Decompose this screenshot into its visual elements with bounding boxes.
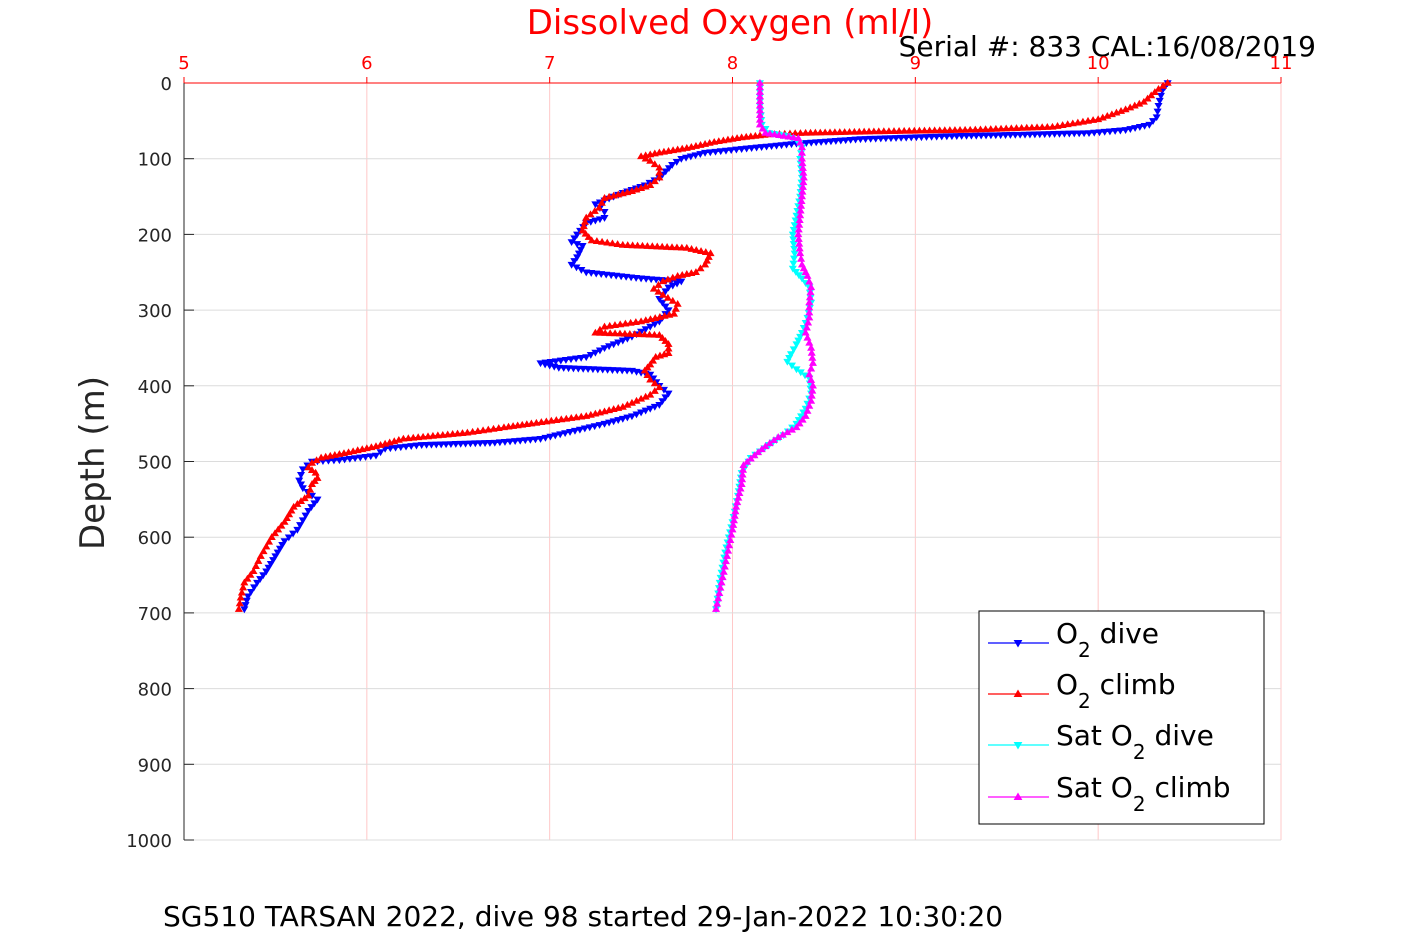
legend-entry: O2 climb [1056,668,1176,713]
legend-label-prefix: O [1056,668,1078,701]
x-tick-label: 11 [1270,53,1293,74]
legend-label-suffix: climb [1091,668,1176,701]
y-tick-label: 300 [138,301,172,322]
legend-swatch-marker [1013,689,1023,697]
legend-label-prefix: O [1056,617,1078,650]
y-tick-label: 500 [138,453,172,474]
series-1 [234,78,1172,612]
series-markers [234,78,1172,612]
x-tick-label: 10 [1087,53,1110,74]
y-tick-label: 200 [138,225,172,246]
y-tick-label: 700 [138,604,172,625]
x-tick-label: 5 [178,53,189,74]
legend-swatch-marker [1013,742,1023,750]
axes: 5 6 7 8 9 10 11 0 100 200 300 400 500 600 700 800 900 100… [126,53,1292,852]
y-tick-label: 1000 [126,831,172,852]
chart-caption: SG510 TARSAN 2022, dive 98 started 29-Ja… [163,900,1003,933]
x-tick-label: 8 [727,53,738,74]
series-group [234,78,1172,614]
legend-box [978,610,1265,825]
legend-label-subscript: 2 [1133,740,1146,764]
y-tick-label: 900 [138,755,172,776]
chart-title: Dissolved Oxygen (ml/l) [527,3,934,43]
legend-label-subscript: 2 [1133,792,1146,816]
series-line [243,82,1169,610]
legend-label-prefix: Sat O [1056,719,1133,752]
legend-label-suffix: dive [1146,719,1214,752]
legend-label-suffix: dive [1091,617,1159,650]
legend-label-subscript: 2 [1078,638,1091,662]
series-0 [240,80,1172,614]
legend-label-subscript: 2 [1078,689,1091,713]
y-tick-label: 0 [161,74,172,95]
series-line [238,82,1168,610]
x-tick-label: 9 [910,53,921,74]
serial-label: Serial #: 833 CAL:16/08/2019 [899,30,1316,63]
legend-entry: Sat O2 climb [1056,771,1231,816]
y-tick-label: 400 [138,377,172,398]
y-tick-label: 100 [138,150,172,171]
series-markers [712,78,817,612]
legend-entry: Sat O2 dive [1056,719,1214,764]
series-markers [240,80,1172,614]
legend-swatch-marker [1013,640,1023,648]
legend-label-prefix: Sat O [1056,771,1133,804]
y-tick-label: 600 [138,528,172,549]
legend-label-suffix: climb [1146,771,1231,804]
y-axis-title: Depth (m) [73,376,113,550]
x-tick-label: 6 [361,53,372,74]
legend-entry: O2 dive [1056,617,1159,662]
x-tick-label: 7 [544,53,555,74]
legend-swatch-marker [1013,792,1023,800]
series-3 [712,78,817,612]
y-tick-label: 800 [138,680,172,701]
